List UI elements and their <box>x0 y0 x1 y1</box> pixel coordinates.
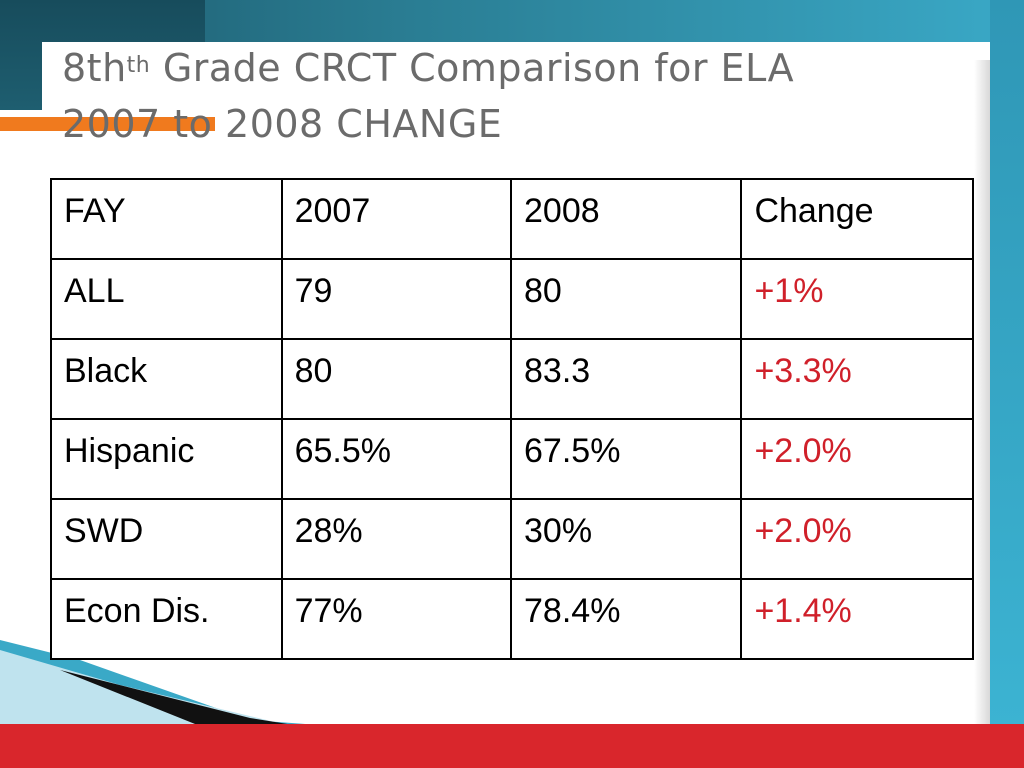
header-cell-fay: FAY <box>50 178 283 260</box>
panel-shadow <box>974 60 990 724</box>
header-cell-2007: 2007 <box>280 178 513 260</box>
row-label: ALL <box>50 258 283 340</box>
orange-accent-bar-tip <box>195 117 215 131</box>
value-2008: 83.3 <box>510 338 743 420</box>
value-2007: 80 <box>280 338 513 420</box>
value-2008: 78.4% <box>510 578 743 660</box>
bottom-decorative-band <box>0 724 1024 768</box>
table-header-row: FAY 2007 2008 Change <box>50 178 974 260</box>
value-change: +1.4% <box>740 578 974 660</box>
value-change: +1% <box>740 258 974 340</box>
row-label: Hispanic <box>50 418 283 500</box>
slide-title: 8thth Grade CRCT Comparison for ELA 2007… <box>62 40 962 152</box>
value-2007: 65.5% <box>280 418 513 500</box>
value-change: +3.3% <box>740 338 974 420</box>
swoosh-decoration <box>0 640 360 728</box>
value-2007: 77% <box>280 578 513 660</box>
row-label: Black <box>50 338 283 420</box>
row-label: SWD <box>50 498 283 580</box>
orange-accent-bar <box>0 117 195 131</box>
table-row: Black 80 83.3 +3.3% <box>50 338 974 420</box>
title-prefix: 8th <box>62 46 127 90</box>
swoosh-light <box>0 650 300 728</box>
header-cell-2008: 2008 <box>510 178 743 260</box>
value-2008: 30% <box>510 498 743 580</box>
value-2008: 80 <box>510 258 743 340</box>
row-label: Econ Dis. <box>50 578 283 660</box>
header-cell-change: Change <box>740 178 974 260</box>
title-superscript: th <box>126 53 151 78</box>
value-2007: 79 <box>280 258 513 340</box>
table-row: Econ Dis. 77% 78.4% +1.4% <box>50 578 974 660</box>
value-change: +2.0% <box>740 418 974 500</box>
value-change: +2.0% <box>740 498 974 580</box>
value-2007: 28% <box>280 498 513 580</box>
value-2008: 67.5% <box>510 418 743 500</box>
comparison-table: FAY 2007 2008 Change ALL 79 80 +1% Black… <box>50 178 974 660</box>
right-decorative-band <box>990 0 1024 750</box>
table-row: Hispanic 65.5% 67.5% +2.0% <box>50 418 974 500</box>
swoosh-black <box>60 670 300 726</box>
title-line-2: 2007 to 2008 CHANGE <box>62 102 503 146</box>
table-row: ALL 79 80 +1% <box>50 258 974 340</box>
title-rest: Grade CRCT Comparison for ELA <box>150 46 795 90</box>
table-row: SWD 28% 30% +2.0% <box>50 498 974 580</box>
